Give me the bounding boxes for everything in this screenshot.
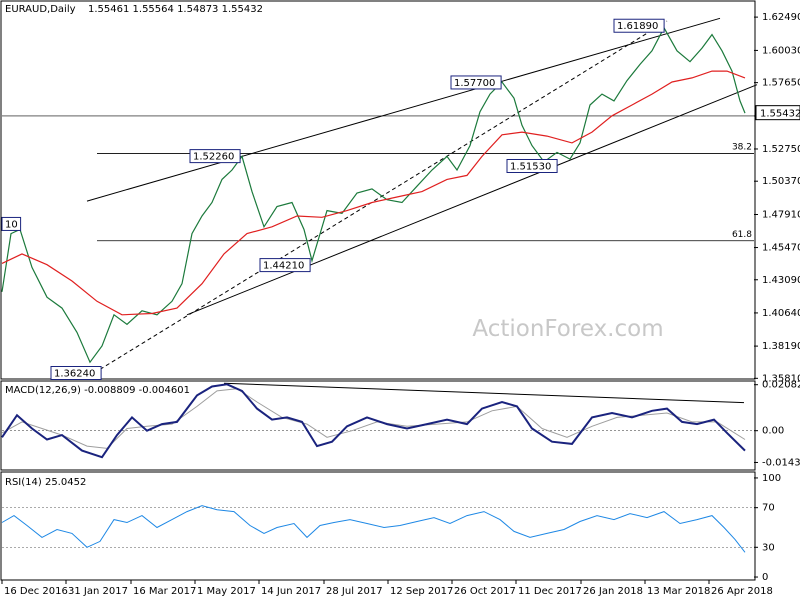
rsi-ytick-label: 0	[762, 572, 768, 583]
price-label-box	[506, 158, 558, 173]
macd-ytick-label: 0.020827	[762, 380, 800, 391]
moving-average-series	[1, 70, 746, 316]
price-label-text: 1.57700	[454, 78, 495, 89]
price-label-text: 1.52260	[193, 152, 234, 163]
macd-ytick-label: 0.00	[762, 426, 784, 437]
price-label-text: 10	[5, 219, 18, 230]
price-label-box	[450, 75, 502, 90]
price-ytick-label: 1.52750	[762, 144, 800, 155]
watermark: ActionForex.com	[472, 316, 663, 342]
rsi-panel-frame	[0, 471, 756, 581]
price-ytick-label: 1.47910	[762, 210, 800, 221]
dashed-trendline	[93, 20, 668, 374]
macd-divergence-line	[223, 382, 745, 404]
x-tick-label: 26 Oct 2017	[454, 586, 516, 597]
x-tick-label: 14 Jun 2017	[261, 586, 321, 597]
x-axis-labels: 16 Dec 2016 31 Jan 2017 16 Mar 2017 1 May 2…	[1, 580, 773, 597]
ohlc-label: 1.55461 1.55564 1.54873 1.55432	[88, 4, 263, 15]
price-ytick-label: 1.40640	[762, 308, 800, 319]
price-ytick-label: 1.60030	[762, 45, 800, 56]
rsi-series	[1, 505, 746, 553]
x-tick-label: 13 Mar 2018	[647, 586, 710, 597]
price-label-box	[50, 366, 102, 381]
price-label-text: 1.44210	[263, 261, 304, 272]
x-tick-label: 16 Dec 2016	[4, 586, 68, 597]
x-tick-label: 28 Jul 2017	[326, 586, 383, 597]
x-tick-label: 26 Jan 2018	[583, 586, 643, 597]
price-ytick-label: 1.45470	[762, 243, 800, 254]
macd-ytick-label: -0.014386	[762, 457, 800, 468]
price-label-box	[259, 258, 311, 273]
x-tick-label: 1 May 2017	[197, 586, 256, 597]
price-ytick-label: 1.62490	[762, 12, 800, 23]
rsi-ytick-label: 30	[762, 542, 775, 553]
channel-trendline	[186, 84, 758, 316]
price-panel-frame	[0, 0, 756, 380]
price-label-box	[613, 18, 665, 33]
macd-panel-frame	[0, 380, 756, 471]
fib-label: 61.8	[732, 230, 752, 240]
fib-label: 38.2	[732, 142, 752, 152]
macd-series	[1, 383, 746, 459]
price-labels: 1.61890 1.57700 1.52260 1.51530 1.44210 1.362…	[1, 18, 665, 381]
trendlines	[86, 17, 758, 404]
price-ytick-label: 1.38190	[762, 341, 800, 352]
price-ytick-label: 1.35810	[762, 373, 800, 384]
channel-trendline	[86, 17, 721, 202]
rsi-label: RSI(14) 25.0452	[5, 477, 86, 488]
price-ytick-label: 1.57650	[762, 78, 800, 89]
x-tick-label: 31 Jan 2017	[68, 586, 128, 597]
rsi-ytick-label: 100	[762, 473, 781, 484]
rsi-ytick-label: 70	[762, 503, 775, 514]
price-label-text: 1.36240	[54, 369, 95, 380]
price-label-box	[189, 149, 241, 164]
series-lines	[1, 26, 746, 553]
price-ytick-label: 1.43090	[762, 275, 800, 286]
x-tick-label: 26 Apr 2018	[711, 586, 773, 597]
x-tick-label: 12 Sep 2017	[390, 586, 453, 597]
symbol-label: EURAUD,Daily	[5, 4, 76, 15]
price-ytick-label: 1.50370	[762, 176, 800, 187]
current-price-label: 1.55432	[760, 109, 800, 120]
price-label-text: 1.61890	[617, 21, 658, 32]
macd-label: MACD(12,26,9) -0.008809 -0.004601	[5, 385, 190, 396]
x-tick-label: 16 Mar 2017	[133, 586, 196, 597]
price-label-box	[1, 216, 22, 231]
x-tick-label: 11 Dec 2017	[518, 586, 582, 597]
price-label-text: 1.51530	[510, 161, 551, 172]
current-price-box	[755, 105, 800, 121]
y-axis-labels: 1.624901.600301.576501.551901.527501.503…	[754, 12, 800, 583]
